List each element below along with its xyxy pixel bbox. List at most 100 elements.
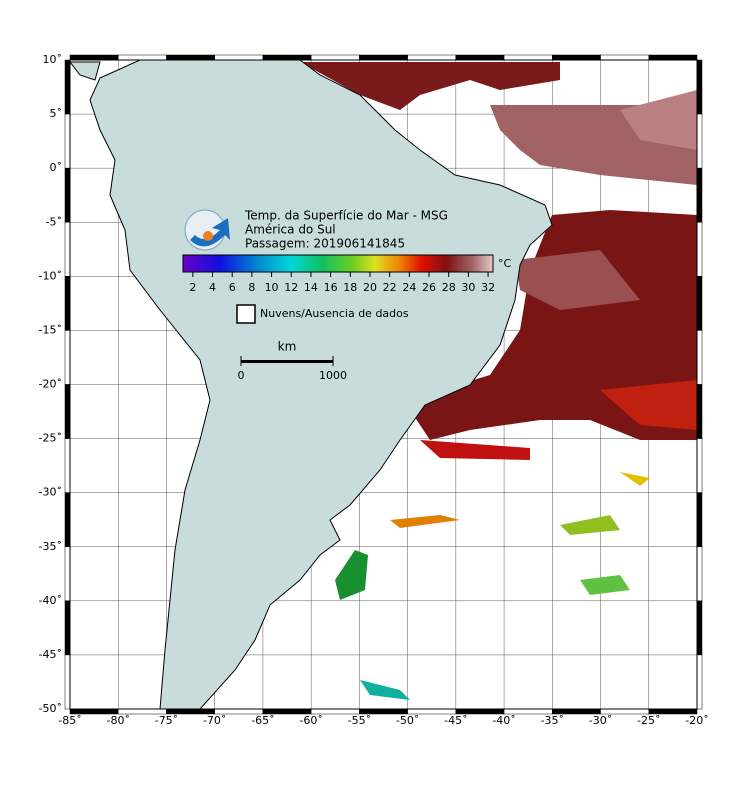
lat-tick-label: 0˚ [50, 161, 63, 174]
frame-bar [64, 438, 71, 493]
sst-area [580, 575, 630, 595]
frame-bar [310, 54, 360, 61]
frame-bar [648, 54, 698, 61]
scale-bar: km 0 1000 [238, 340, 348, 383]
colorbar-tick-label: 14 [304, 281, 318, 294]
sst-area [420, 440, 530, 460]
colorbar-box [182, 254, 494, 273]
frame-bar [64, 600, 71, 656]
frame-bar [696, 113, 703, 169]
logo-dot [203, 231, 213, 241]
header: Temp. da Superfície do Mar - MSG América… [184, 209, 448, 251]
frame-bar [696, 384, 703, 439]
frame-bar [64, 330, 71, 385]
colorbar-unit: °C [498, 257, 512, 270]
frame-bar [359, 54, 408, 61]
lon-tick-label: -55˚ [348, 714, 371, 727]
lon-tick-label: -50˚ [396, 714, 419, 727]
frame-bar [64, 222, 71, 277]
frame-border [69, 59, 698, 710]
frame-bar [166, 54, 215, 61]
lon-tick-label: -65˚ [251, 714, 274, 727]
region: América do Sul [245, 223, 336, 237]
legend-swatch [236, 304, 256, 324]
legend-label: Nuvens/Ausencia de dados [260, 307, 409, 320]
colorbar-tick-label: 24 [402, 281, 416, 294]
sst-patches [300, 62, 697, 700]
frame-bar [64, 492, 71, 547]
lat-tick-label: -15˚ [39, 323, 62, 336]
colorbar-tick-label: 2 [189, 281, 196, 294]
frame-bar [64, 654, 71, 710]
frame-bar [696, 600, 703, 656]
frame-bar [407, 54, 457, 61]
frame-bar [600, 54, 650, 61]
colorbar-tick-label: 18 [343, 281, 357, 294]
scale-unit: km [278, 340, 297, 354]
frame-bar [696, 546, 703, 602]
colorbar-tick-label: 26 [422, 281, 436, 294]
colorbar-tick-label: 12 [284, 281, 298, 294]
frame-bar [64, 384, 71, 439]
lon-tick-label: -35˚ [541, 714, 564, 727]
frame-bar [696, 492, 703, 547]
sst-area [335, 550, 368, 600]
colorbar-tick-label: 30 [461, 281, 475, 294]
frame-bar [696, 654, 703, 710]
sst-area [410, 210, 697, 440]
lat-tick-label: -20˚ [39, 378, 62, 391]
frame-bar [696, 276, 703, 331]
lat-tick-label: -35˚ [39, 540, 62, 553]
lon-tick-label: -20˚ [685, 714, 708, 727]
colorbar-tick-label: 22 [383, 281, 397, 294]
scale-tick-label: 0 [238, 369, 245, 382]
colorbar-tick-label: 6 [229, 281, 236, 294]
sst-area [515, 250, 640, 310]
lon-tick-label: -30˚ [589, 714, 612, 727]
pass: Passagem: 201906141845 [245, 237, 405, 251]
sst-area [360, 680, 410, 700]
lon-tick-label: -25˚ [637, 714, 660, 727]
lon-tick-label: -45˚ [444, 714, 467, 727]
lon-tick-label: -70˚ [203, 714, 226, 727]
frame-bar [69, 54, 119, 61]
lon-tick-label: -60˚ [299, 714, 322, 727]
frame-bar [696, 167, 703, 223]
colorbar-tick-label: 32 [481, 281, 495, 294]
lat-tick-label: -30˚ [39, 486, 62, 499]
colorbar-tick-label: 28 [442, 281, 456, 294]
frame-bar [64, 59, 71, 115]
frame-bar [552, 54, 601, 61]
sst-area [600, 380, 697, 430]
frame-bar [117, 54, 167, 61]
colorbar: °C 2 4 6 8 10 12 14 16 18 20 22 24 26 28 30 32 [182, 254, 512, 294]
frame-bar [696, 222, 703, 277]
lat-tick-label: -40˚ [39, 594, 62, 607]
frame [64, 54, 703, 715]
scale-line [241, 360, 333, 363]
sst-area [390, 515, 460, 528]
lat-tick-label: -25˚ [39, 432, 62, 445]
lon-tick-label: -80˚ [106, 714, 129, 727]
legend: Nuvens/Ausencia de dados [236, 304, 409, 324]
lat-tick-label: -10˚ [39, 269, 62, 282]
lat-tick-label: 10˚ [43, 53, 63, 66]
frame-bar [64, 546, 71, 602]
colorbar-tick-label: 10 [265, 281, 279, 294]
lat-tick-label: 5˚ [50, 107, 63, 120]
frame-bar [64, 167, 71, 223]
lat-tick-label: -45˚ [39, 648, 62, 661]
colorbar-tick-label: 4 [209, 281, 216, 294]
lon-tick-label: -85˚ [58, 714, 81, 727]
frame-bar [455, 54, 505, 61]
sst-area [620, 472, 650, 486]
colorbar-tick-label: 20 [363, 281, 377, 294]
frame-bar [503, 54, 553, 61]
frame-bar [64, 113, 71, 169]
frame-bar [696, 59, 703, 115]
title: Temp. da Superfície do Mar - MSG [244, 209, 448, 223]
scale-tick-label: 1000 [319, 369, 347, 382]
sst-area [300, 62, 560, 110]
lat-tick-label: -5˚ [46, 215, 62, 228]
